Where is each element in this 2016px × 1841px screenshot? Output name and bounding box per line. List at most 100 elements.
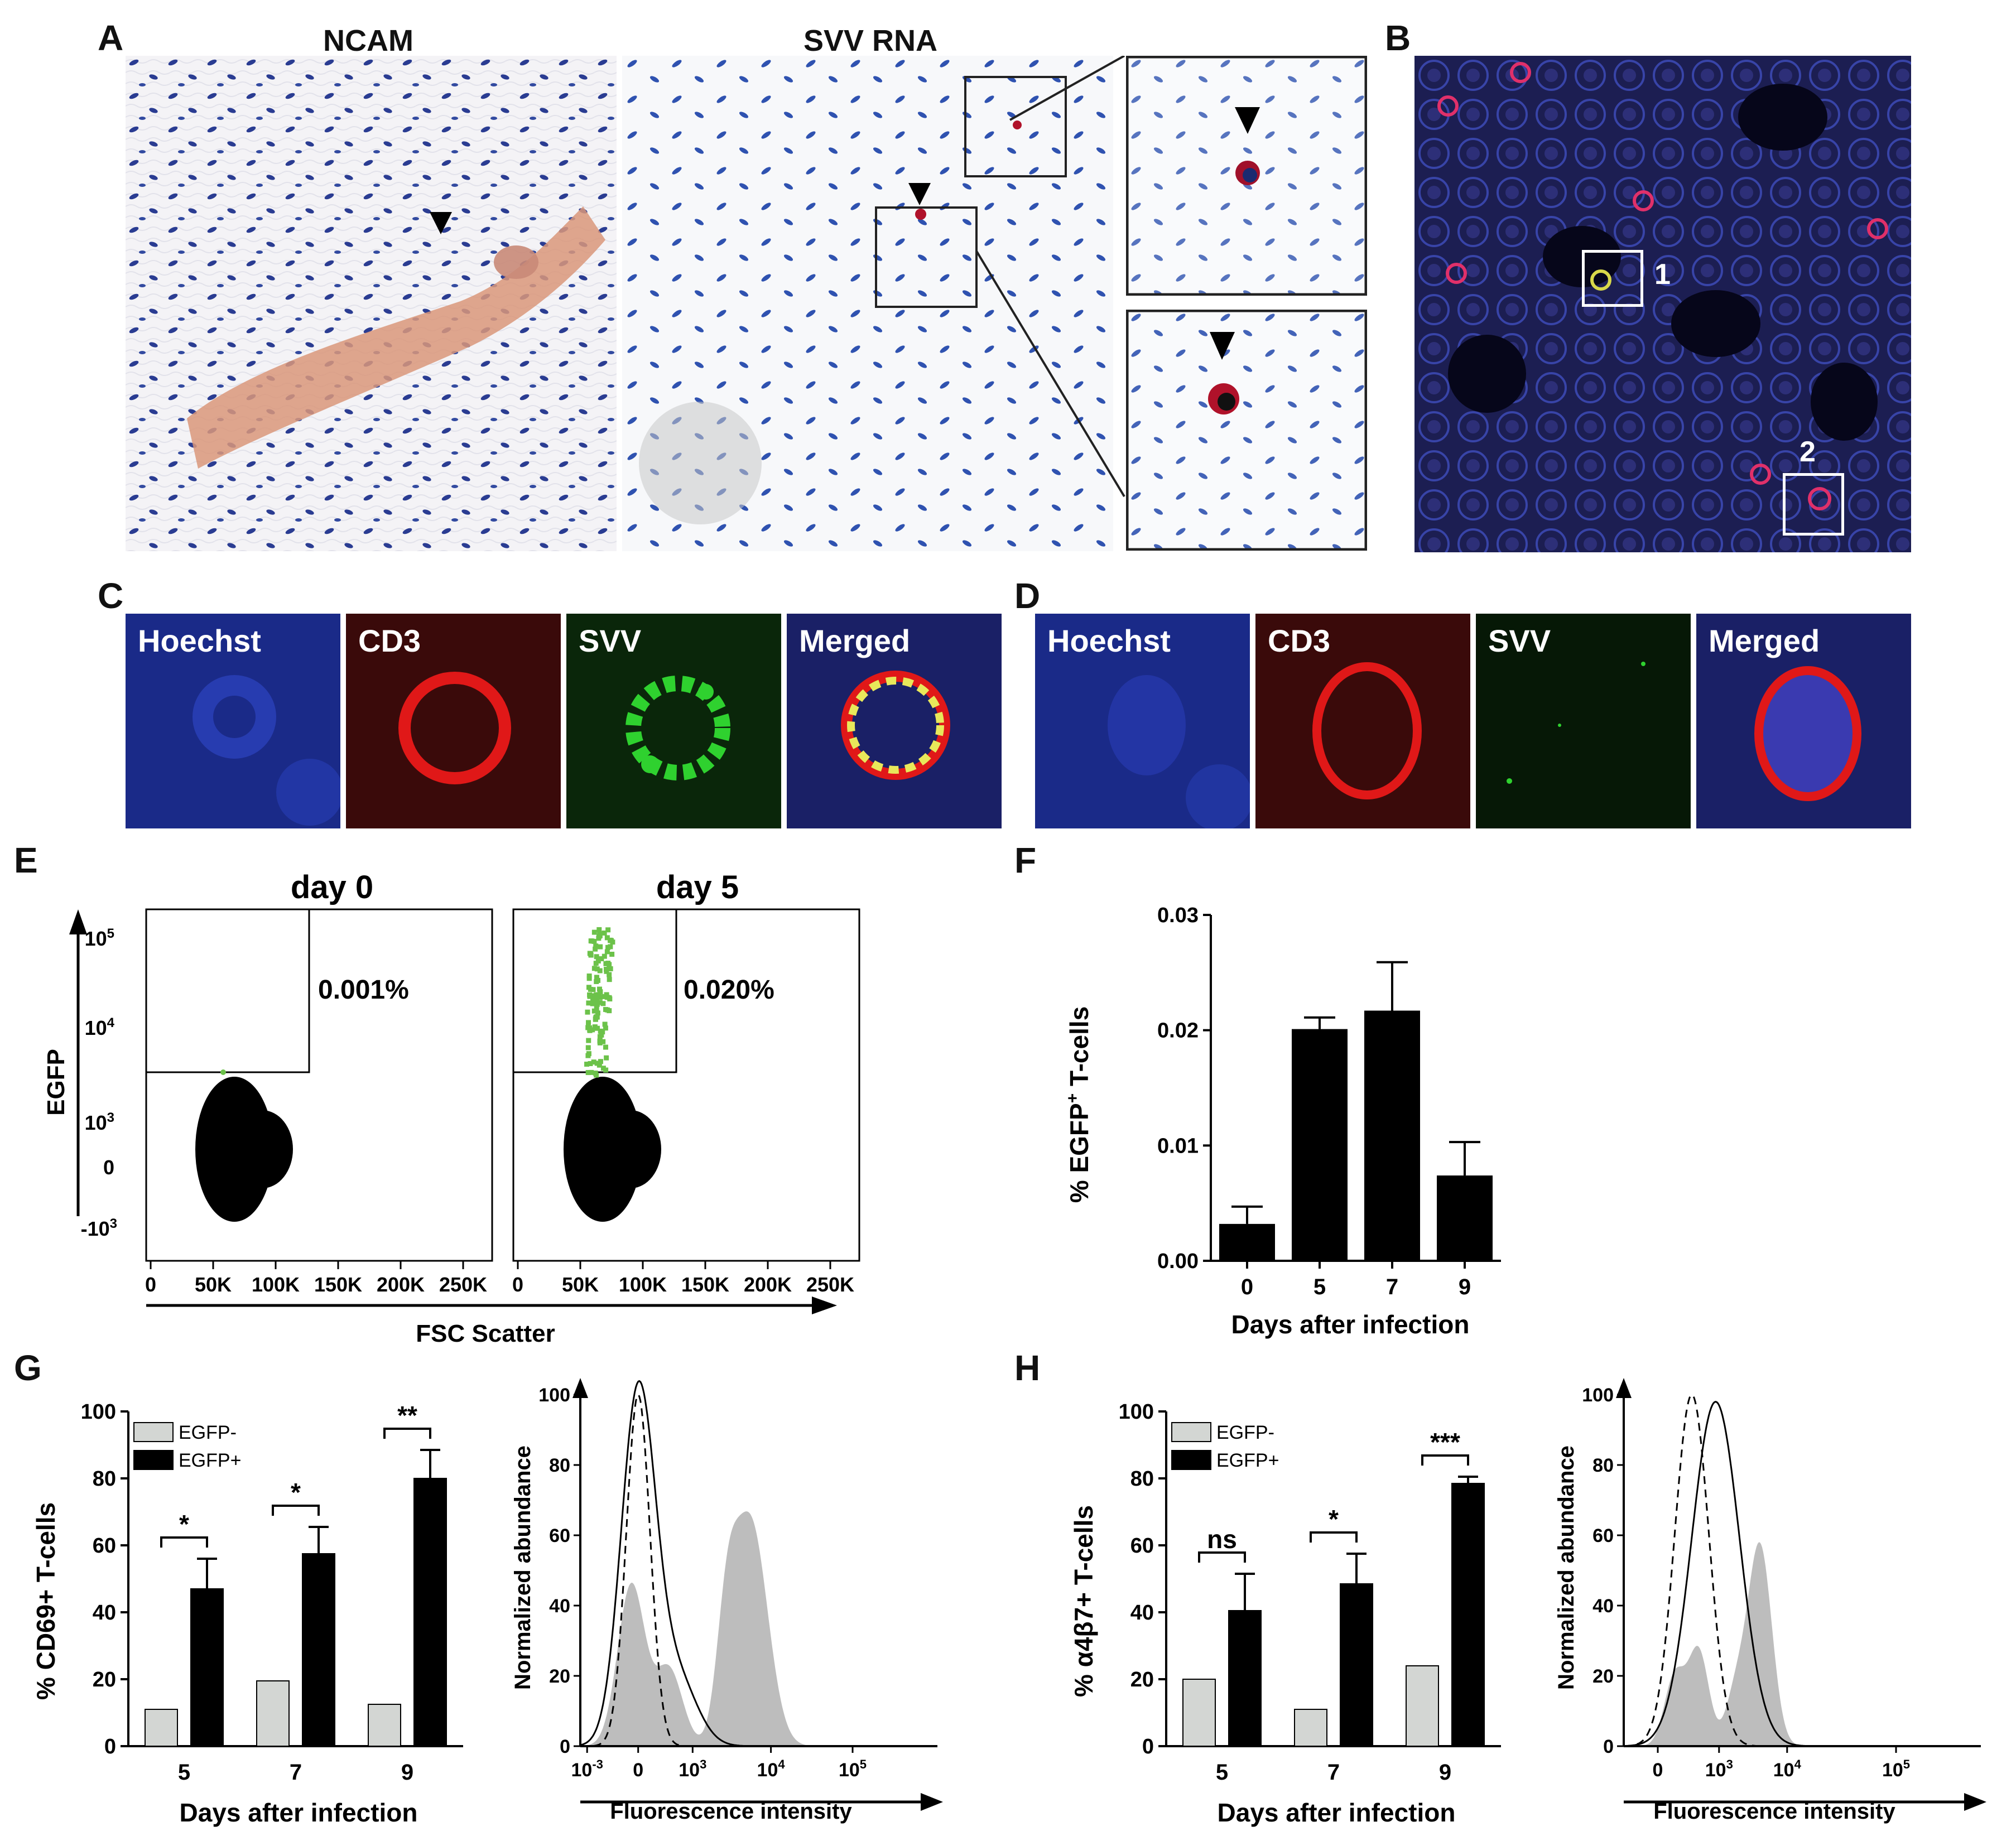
f-bar (1219, 1223, 1275, 1261)
egfp-event (590, 987, 596, 992)
f-ylabel: % EGFP+ T-cells (1064, 1006, 1094, 1203)
egfp-event (594, 1001, 600, 1007)
e-ytick: 0 (103, 1156, 114, 1179)
svv-rna-title: SVV RNA (803, 24, 938, 57)
panel-letter-f: F (1014, 840, 1037, 880)
e-xtick-label: 250K (806, 1273, 854, 1296)
e-ytick: 104 (85, 1015, 115, 1039)
egfp-event (593, 943, 599, 949)
legend-label: EGFP- (1216, 1422, 1274, 1443)
significance-mark: * (1329, 1505, 1339, 1534)
ytick-label: 40 (1592, 1596, 1614, 1617)
e-ylabel: EGFP (42, 1049, 70, 1116)
e-xtick-label: 250K (439, 1273, 487, 1296)
significance-mark: ** (397, 1401, 417, 1430)
h-histogram: 0 20 40 60 80 100 0 103 104 105 Normalized abunda… (1557, 1378, 1986, 1824)
ytick-label: 100 (538, 1385, 570, 1406)
significance-bracket (160, 1536, 208, 1548)
h-hist-xlabel: Fluorescence intensity (1653, 1799, 1895, 1824)
significance-bracket (1421, 1454, 1469, 1466)
bar-egfp-pos (1340, 1583, 1373, 1747)
y-arrow-icon (572, 1378, 588, 1398)
f-xtick-label: 7 (1386, 1275, 1398, 1299)
g-hist-ylabel: Normalized abundance (513, 1445, 535, 1690)
egfp-event (596, 927, 602, 932)
y-arrow-icon (69, 909, 87, 934)
e-xtick-label: 200K (744, 1273, 792, 1296)
x-arrow-icon (921, 1793, 943, 1811)
egfp-event (598, 989, 603, 995)
egfp-event (595, 1010, 600, 1016)
egfp-event (593, 946, 598, 952)
ytick-label: 40 (1130, 1601, 1154, 1625)
box-1 (1582, 250, 1643, 307)
significance-mark: *** (1430, 1428, 1460, 1457)
significance-mark: ns (1207, 1525, 1237, 1554)
egfp-event (591, 929, 597, 935)
d-cd3-label: CD3 (1268, 623, 1331, 658)
svv-inset-upper (1126, 56, 1367, 296)
d-cd3-tile: CD3 (1255, 614, 1470, 828)
egfp-event (590, 1027, 595, 1033)
xtick-label: 105 (1882, 1757, 1910, 1781)
egfp-event (604, 949, 610, 955)
h-ylabel: % α4β7+ T-cells (1069, 1505, 1098, 1697)
panel-letter-h: H (1014, 1348, 1041, 1388)
h-hist-ylabel: Normalized abundance (1557, 1445, 1579, 1690)
d-hoechst-tile: Hoechst (1035, 614, 1250, 828)
confocal-overview (1414, 56, 1911, 552)
legend-label: EGFP- (179, 1422, 237, 1443)
egfp-event (593, 1071, 598, 1076)
ytick-label: 80 (1130, 1467, 1154, 1491)
egfp-event (598, 1059, 603, 1064)
egfp-event (605, 927, 611, 933)
c-cd3-tile: CD3 (346, 614, 561, 828)
ytick-label: 60 (93, 1534, 116, 1558)
egfp-event (596, 986, 602, 992)
egfp-event (589, 1069, 594, 1075)
legend-label: EGFP+ (179, 1450, 241, 1471)
egfp-event (600, 1039, 606, 1044)
egfp-event (603, 961, 609, 966)
egfp-event (600, 1066, 606, 1071)
bar-egfp-pos (190, 1588, 224, 1747)
ytick-label: 20 (1130, 1668, 1154, 1691)
xtick-label: 5 (178, 1760, 190, 1785)
egfp-event (597, 968, 603, 973)
e-xtick-label: 100K (619, 1273, 667, 1296)
egfp-event (600, 1001, 606, 1006)
egfp-event (597, 1000, 603, 1005)
zoom-box-upper (964, 76, 1067, 177)
nerve-bundle (187, 206, 605, 469)
egfp-event (586, 1051, 591, 1057)
f-bar (1437, 1175, 1493, 1261)
day0-plot-frame (145, 908, 493, 1262)
egfp-event (594, 975, 599, 980)
svv-rna-micrograph (622, 56, 1113, 551)
egfp-event (599, 956, 604, 962)
egfp-event (609, 952, 615, 957)
g-ylabel: % CD69+ T-cells (31, 1502, 60, 1700)
egfp-event (594, 998, 600, 1004)
ncam-micrograph (126, 56, 617, 551)
y-arrow-icon (1616, 1378, 1632, 1398)
g-bar-chart: 0 20 40 60 80 100 * 5 * 7 ** 9 EGFP- EGFP+ % CD69+ T-… (31, 1400, 463, 1827)
egfp-event (593, 961, 599, 966)
egfp-event (602, 930, 607, 936)
f-ytick-label: 0.02 (1157, 1019, 1199, 1043)
bar-egfp-neg (1294, 1709, 1327, 1747)
e-flow-plots: EGFP 105 104 103 0 -103 day 0 0.001% day… (42, 869, 860, 1347)
egfp-event (600, 1029, 605, 1035)
egfp-event (587, 992, 593, 997)
e-xtick-label: 50K (562, 1273, 599, 1296)
xtick-label: 9 (1439, 1760, 1451, 1785)
xtick-label: 7 (290, 1760, 302, 1785)
egfp-event (592, 1024, 598, 1030)
xtick-label: 7 (1327, 1760, 1340, 1785)
c-svv-tile: SVV (566, 614, 781, 828)
e-xtick-label: 100K (252, 1273, 300, 1296)
e-ytick: -103 (81, 1216, 117, 1240)
egfp-event (598, 944, 603, 950)
ytick-label: 60 (549, 1525, 570, 1546)
xtick-label: 103 (679, 1757, 706, 1781)
